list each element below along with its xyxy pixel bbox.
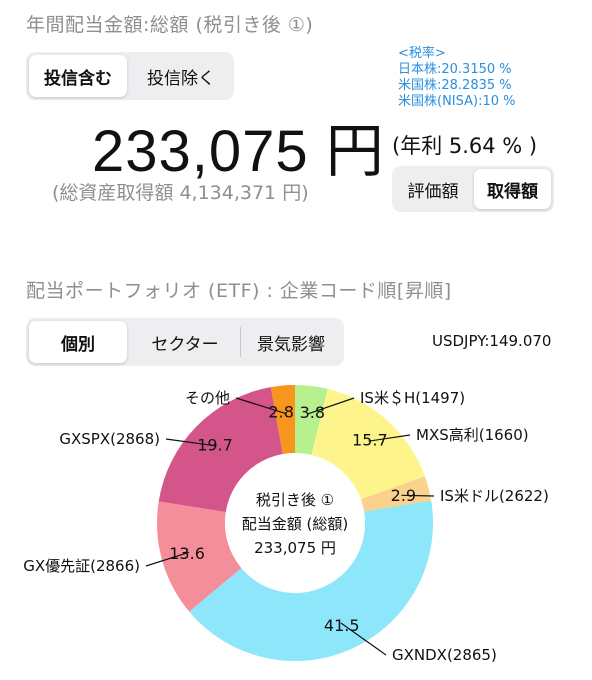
- donut-slice[interactable]: [295, 385, 328, 455]
- slice-name-label: GX優先証(2866): [23, 557, 140, 575]
- donut-slice[interactable]: [158, 387, 283, 513]
- slice-name-label: GXNDX(2865): [392, 646, 497, 664]
- donut-slice[interactable]: [157, 501, 242, 612]
- slice-leader-line: [165, 438, 217, 447]
- slice-leader-line: [235, 397, 286, 414]
- section-title-dividend: 年間配当金額:総額 (税引き後 ①): [26, 14, 314, 36]
- tab-sector[interactable]: セクター: [151, 334, 219, 355]
- dividend-amount-value: 233,075: [92, 119, 309, 184]
- exclude-funds-button[interactable]: 投信除く: [147, 68, 215, 89]
- slice-name-label: IS米ドル(2622): [440, 487, 549, 505]
- tax-rate-nisa: 米国株(NISA):10 %: [398, 94, 516, 109]
- slice-leader-line: [401, 494, 435, 497]
- donut-slice[interactable]: [270, 385, 295, 455]
- tax-rate-us: 米国株:28.2835 %: [398, 78, 512, 93]
- tax-rate-jp: 日本株:20.3150 %: [398, 62, 512, 77]
- tab-individual[interactable]: 個別: [29, 321, 127, 363]
- tab-divider: [240, 327, 241, 357]
- total-assets-cost: (総資産取得額 4,134,371 円): [52, 182, 309, 204]
- slice-leader-line: [368, 434, 411, 442]
- slice-value-label: 3.8: [300, 403, 325, 422]
- include-funds-button[interactable]: 投信含む: [29, 55, 127, 97]
- slice-name-label: その他: [185, 389, 230, 407]
- portfolio-tabs: 個別 セクター 景気影響: [26, 318, 344, 366]
- fx-rate: USDJPY:149.070: [432, 332, 552, 350]
- slice-value-label: 13.6: [169, 544, 205, 563]
- fund-toggle: 投信含む 投信除く: [26, 52, 234, 100]
- slice-value-label: 19.7: [197, 436, 233, 455]
- slice-leader-line: [307, 397, 355, 415]
- donut-slice[interactable]: [360, 476, 432, 512]
- donut-center: [225, 453, 365, 593]
- annual-yield: (年利 5.64 % ): [392, 134, 538, 158]
- eval-value-button[interactable]: 評価額: [407, 181, 459, 202]
- slice-leader-line: [145, 551, 190, 567]
- donut-slice[interactable]: [311, 388, 425, 500]
- dividend-amount: 233,075 円: [92, 104, 385, 188]
- slice-value-label: 41.5: [324, 616, 360, 635]
- section-title-portfolio: 配当ポートフォリオ (ETF) : 企業コード順[昇順]: [26, 280, 452, 302]
- slice-value-label: 2.8: [268, 402, 293, 421]
- slice-name-label: GXSPX(2868): [59, 430, 160, 448]
- slice-value-label: 2.9: [391, 486, 416, 505]
- slice-value-label: 15.7: [352, 431, 388, 450]
- tab-economy[interactable]: 景気影響: [257, 334, 325, 355]
- slice-name-label: IS米＄H(1497): [360, 389, 465, 407]
- dividend-amount-unit: 円: [325, 119, 385, 184]
- donut-center-text: 配当金額 (総額): [242, 515, 348, 533]
- slice-leader-line: [340, 622, 387, 656]
- acquisition-cost-button[interactable]: 取得額: [474, 169, 551, 209]
- tax-rate-info[interactable]: <税率> 日本株:20.3150 % 米国株:28.2835 % 米国株(NIS…: [398, 46, 516, 110]
- slice-name-label: MXS高利(1660): [416, 426, 529, 444]
- valuation-toggle: 評価額 取得額: [392, 166, 554, 212]
- donut-center-text: 233,075 円: [254, 539, 336, 557]
- tax-rate-title: <税率>: [398, 46, 446, 61]
- donut-center-text: 税引き後 ①: [256, 491, 334, 509]
- donut-slice[interactable]: [189, 500, 434, 662]
